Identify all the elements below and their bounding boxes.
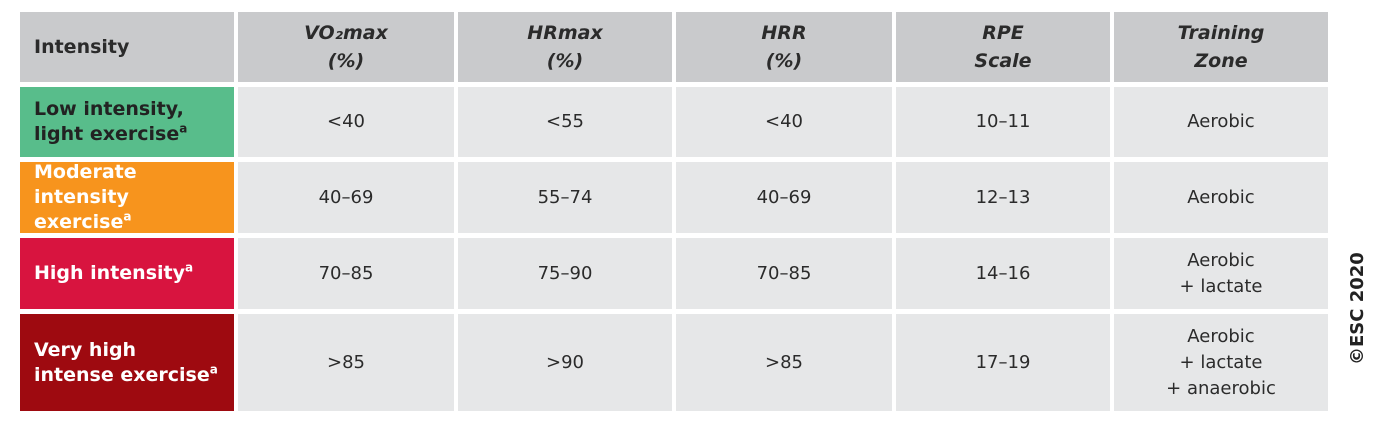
cell-line: >85 xyxy=(327,351,365,373)
cell-line: <55 xyxy=(546,111,584,132)
header-line: Scale xyxy=(974,50,1032,72)
header-cell: Intensity xyxy=(20,12,234,82)
header-cell: RPE Scale xyxy=(896,12,1110,82)
cell-line: 40–69 xyxy=(756,186,812,208)
header-line: HRmax xyxy=(527,22,603,44)
data-cell: 70–85 xyxy=(238,238,454,309)
data-cell: 10–11 xyxy=(896,87,1110,157)
data-cell: >90 xyxy=(458,314,672,411)
header-line: VO₂max xyxy=(304,22,388,44)
cell-line: <40 xyxy=(327,111,365,132)
header-line: HRR xyxy=(761,22,807,44)
data-cell: 14–16 xyxy=(896,238,1110,309)
header-line: (%) xyxy=(327,50,365,72)
label-text: High intensity xyxy=(34,262,185,284)
data-cell: >85 xyxy=(238,314,454,411)
header-line: (%) xyxy=(546,50,584,72)
header-line: Intensity xyxy=(34,36,130,58)
data-cell: Aerobic xyxy=(1114,87,1328,157)
cell-line: 55–74 xyxy=(537,186,593,208)
cell-line: + lactate xyxy=(1179,351,1263,373)
copyright: ©ESC 2020 xyxy=(1347,252,1368,365)
footnote-marker: a xyxy=(179,121,188,136)
cell-line: + anaerobic xyxy=(1166,377,1276,399)
cell-line: Aerobic xyxy=(1187,325,1255,347)
footnote-marker: a xyxy=(123,209,132,224)
label-text-wrap: Low intensity, light exercisea xyxy=(34,97,222,147)
cell-line: 10–11 xyxy=(975,111,1031,132)
cell-line: >85 xyxy=(765,351,803,373)
cell-line: 17–19 xyxy=(975,351,1031,373)
header-line: Zone xyxy=(1194,50,1248,72)
data-cell: 40–69 xyxy=(676,162,892,233)
label-text: Moderate intensity exercise xyxy=(34,161,137,233)
cell-line: 70–85 xyxy=(756,262,812,284)
data-cell: Aerobic + lactate xyxy=(1114,238,1328,309)
data-cell: <40 xyxy=(238,87,454,157)
footnote-marker: a xyxy=(184,260,194,275)
data-cell: >85 xyxy=(676,314,892,411)
header-line: Training xyxy=(1177,22,1265,44)
row-label: Low intensity, light exercisea xyxy=(20,87,234,157)
cell-line: Aerobic xyxy=(1187,249,1255,271)
data-cell: Aerobic xyxy=(1114,162,1328,233)
label-text: Very high intense exercise xyxy=(34,338,210,386)
row-label: Moderate intensity exercisea xyxy=(20,160,234,235)
intensity-table: Intensity VO₂max (%) HRmax (%) HRR (%) RPE Scale… xyxy=(20,12,1328,411)
cell-line: Aerobic xyxy=(1187,186,1255,208)
cell-line: 14–16 xyxy=(975,262,1031,284)
cell-line: <40 xyxy=(765,111,803,132)
header-cell: Training Zone xyxy=(1114,12,1328,82)
cell-line: 12–13 xyxy=(975,186,1031,208)
cell-line: Aerobic xyxy=(1187,111,1255,132)
label-text-wrap: Very high intense exercisea xyxy=(34,338,222,388)
data-cell: Aerobic + lactate + anaerobic xyxy=(1114,314,1328,411)
data-cell: 70–85 xyxy=(676,238,892,309)
header-cell: HRR (%) xyxy=(676,12,892,82)
label-text: Low intensity, light exercise xyxy=(34,98,184,145)
header-line: (%) xyxy=(765,50,803,72)
row-label: Very high intense exercisea xyxy=(20,314,234,411)
data-cell: 55–74 xyxy=(458,162,672,233)
label-text-wrap: High intensitya xyxy=(34,261,193,286)
row-label: High intensitya xyxy=(20,238,234,309)
cell-line: + lactate xyxy=(1179,275,1263,297)
cell-line: >90 xyxy=(546,351,584,373)
label-text-wrap: Moderate intensity exercisea xyxy=(34,160,222,235)
data-cell: 75–90 xyxy=(458,238,672,309)
data-cell: 40–69 xyxy=(238,162,454,233)
footnote-marker: a xyxy=(209,362,218,377)
cell-line: 70–85 xyxy=(318,262,374,284)
cell-line: 75–90 xyxy=(537,262,593,284)
data-cell: <40 xyxy=(676,87,892,157)
data-cell: <55 xyxy=(458,87,672,157)
data-cell: 12–13 xyxy=(896,162,1110,233)
header-cell: HRmax (%) xyxy=(458,12,672,82)
header-cell: VO₂max (%) xyxy=(238,12,454,82)
header-line: RPE xyxy=(982,22,1024,44)
data-cell: 17–19 xyxy=(896,314,1110,411)
cell-line: 40–69 xyxy=(318,186,374,208)
